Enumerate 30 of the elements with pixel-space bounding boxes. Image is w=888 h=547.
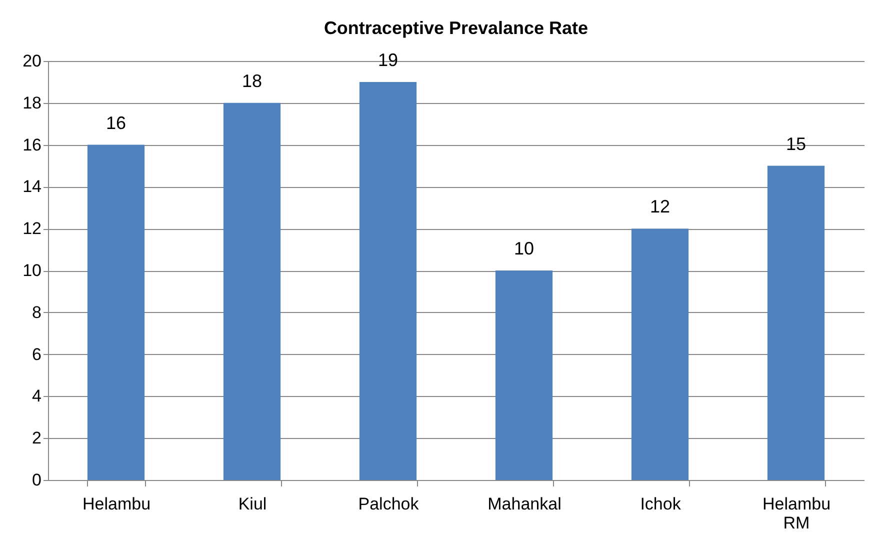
y-tick-label: 10: [22, 261, 42, 280]
x-tick-label: Helambu RM: [762, 494, 831, 532]
y-tick-label: 8: [32, 302, 42, 322]
bar: [767, 166, 825, 480]
y-tick-label: 12: [22, 219, 42, 238]
data-label: 12: [650, 196, 670, 217]
bar: [631, 228, 689, 480]
x-tick-label: Ichok: [640, 494, 682, 514]
y-tick-label: 2: [32, 428, 42, 448]
bar: [223, 102, 281, 480]
x-tick-label: Mahankal: [488, 494, 562, 514]
x-tick-label: Helambu: [82, 494, 151, 514]
x-tick-label: Palchok: [358, 494, 420, 514]
y-tick-label: 6: [32, 344, 42, 364]
y-tick-label: 4: [32, 386, 42, 406]
y-tick-label: 0: [32, 470, 42, 490]
bar: [359, 82, 417, 480]
y-tick-label: 18: [22, 93, 42, 112]
data-label: 10: [514, 238, 534, 258]
data-label: 15: [786, 134, 806, 154]
bar: [87, 144, 145, 480]
bar: [495, 270, 553, 480]
data-label: 19: [378, 50, 398, 70]
y-tick-label: 14: [22, 177, 42, 196]
data-label: 16: [106, 112, 126, 133]
chart-title: Contraceptive Prevalance Rate: [324, 18, 588, 38]
data-label: 18: [242, 70, 262, 91]
x-tick-label: Kiul: [238, 494, 267, 514]
y-tick-label: 20: [22, 52, 42, 70]
y-tick-label: 16: [22, 135, 42, 154]
